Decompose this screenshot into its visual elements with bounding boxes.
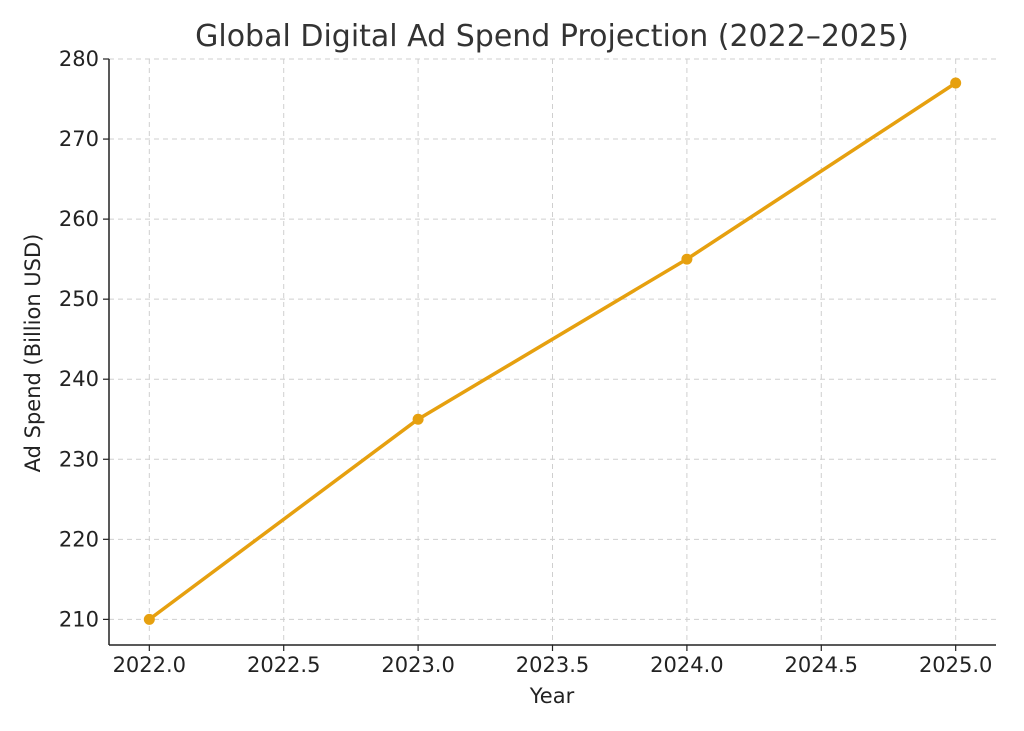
x-tick-label: 2025.0 [919, 653, 992, 677]
series-group [143, 77, 962, 625]
y-tick-label: 230 [59, 447, 99, 471]
x-tick-label: 2023.5 [516, 653, 589, 677]
x-tick-label: 2023.0 [381, 653, 454, 677]
x-axis-label: Year [529, 684, 575, 708]
y-tick-label: 240 [59, 367, 99, 391]
y-tick-label: 220 [59, 527, 99, 551]
data-point [143, 613, 155, 625]
x-tick-label: 2024.0 [650, 653, 723, 677]
x-tick-label: 2022.5 [247, 653, 320, 677]
y-tick-label: 250 [59, 287, 99, 311]
y-tick-label: 210 [59, 607, 99, 631]
x-tick-label: 2022.0 [113, 653, 186, 677]
data-point [950, 77, 962, 89]
series-line [147, 81, 958, 622]
y-tick-label: 270 [59, 127, 99, 151]
y-tick-label: 260 [59, 207, 99, 231]
chart-title: Global Digital Ad Spend Projection (2022… [195, 19, 909, 54]
data-point [412, 413, 424, 425]
x-ticks: 2022.0 2022.5 2023.0 2023.5 2024.0 2024.5 2025… [113, 645, 992, 677]
y-tick-label: 280 [59, 47, 99, 71]
grid [109, 58, 996, 645]
x-tick-label: 2024.5 [785, 653, 858, 677]
y-ticks: 210 220 230 240 250 260 270 280 [59, 47, 109, 631]
data-point [681, 253, 693, 265]
y-axis-label: Ad Spend (Billion USD) [21, 234, 45, 473]
